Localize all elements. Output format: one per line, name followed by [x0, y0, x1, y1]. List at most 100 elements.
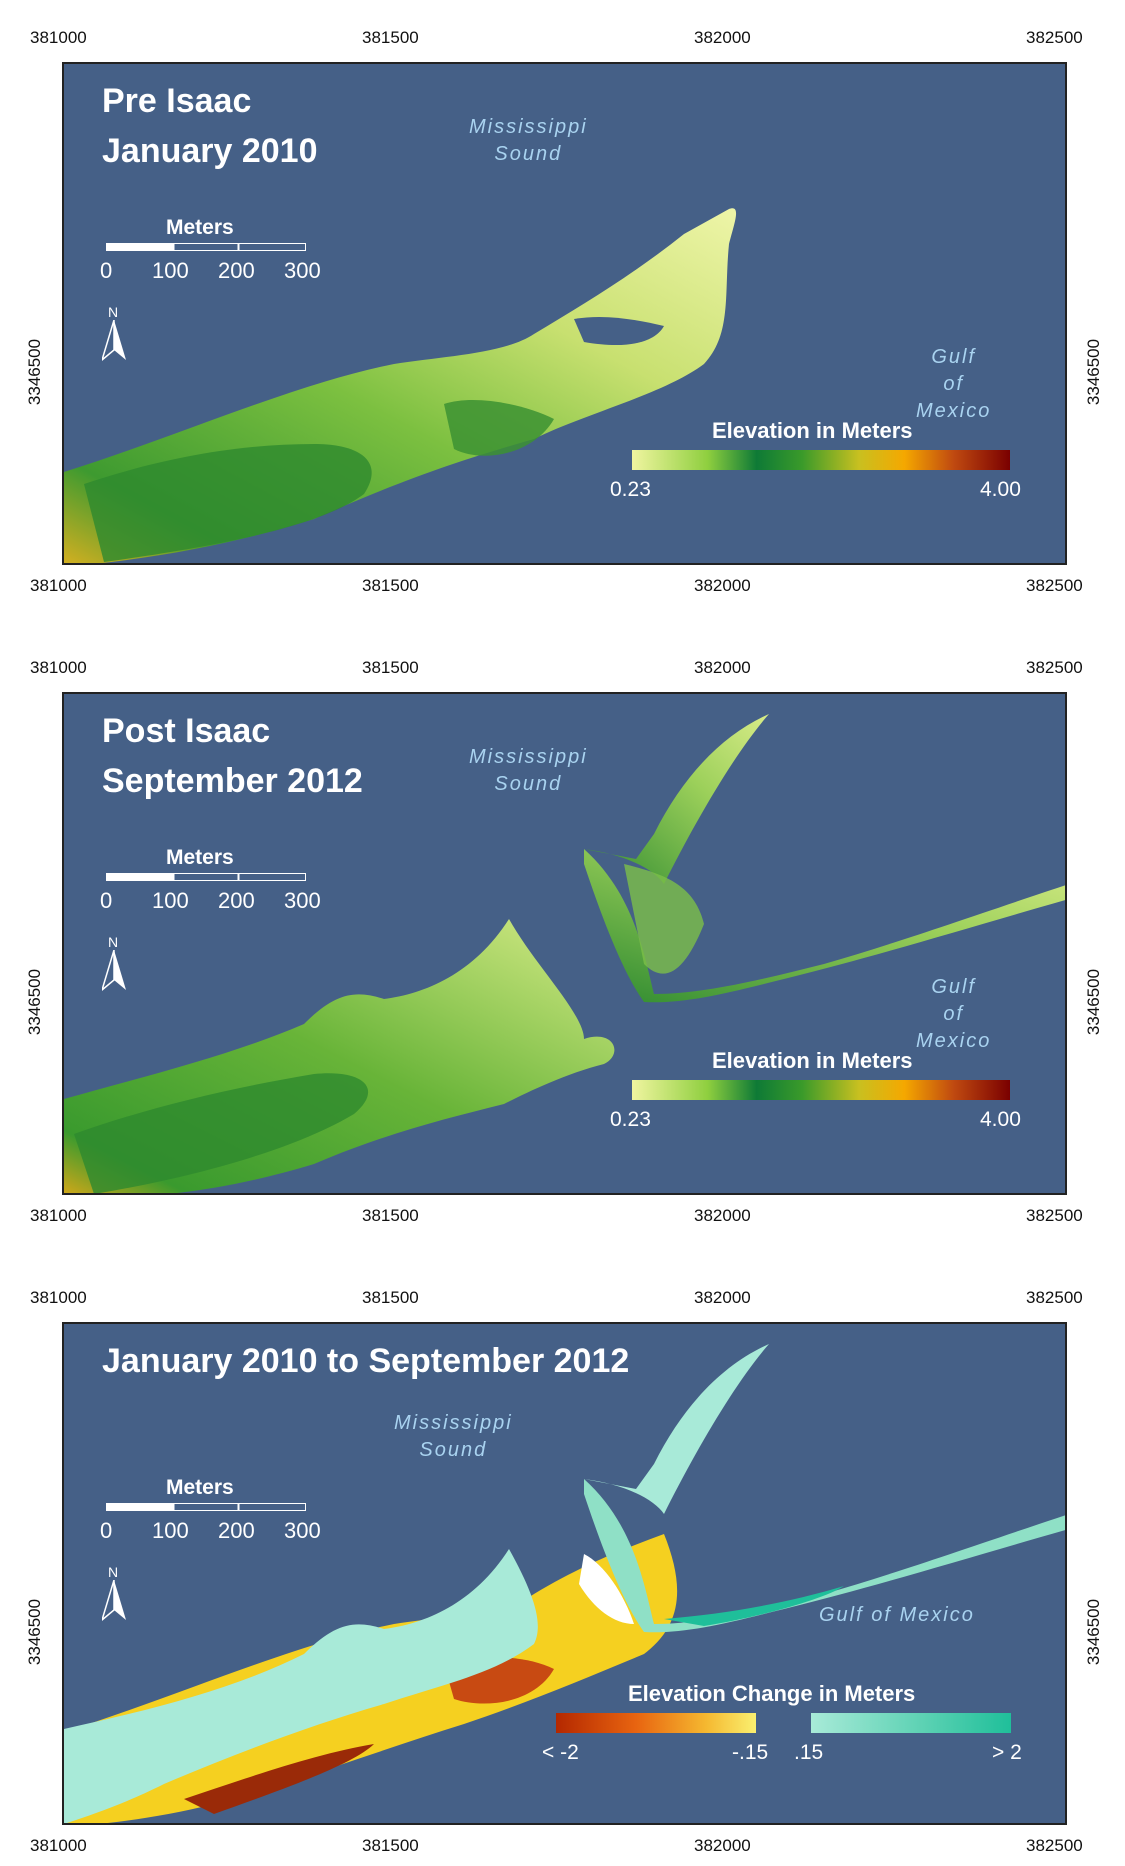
map-frame: Pre Isaac January 2010 Mississippi Sound… [62, 62, 1067, 565]
legend-pos-max-label: > 2 [992, 1741, 1022, 1764]
title-line-1: January 2010 to September 2012 [102, 1342, 630, 1380]
x-tick-top: 381000 [30, 1288, 87, 1307]
x-tick-bottom: 382000 [694, 1206, 751, 1225]
sound-label-line: Sound [419, 1439, 488, 1461]
panel-title: January 2010 to September 2012 [102, 1336, 629, 1386]
x-tick-bottom: 382000 [694, 576, 751, 595]
mississippi-sound-label: Mississippi Sound [394, 1410, 513, 1464]
x-tick-bottom: 381500 [362, 1836, 419, 1855]
x-tick-top: 381500 [362, 28, 419, 47]
sound-label-line: Sound [494, 773, 563, 795]
legend-negative-ramp [556, 1713, 756, 1733]
scale-bar-graphic [106, 873, 306, 881]
sound-label-line: Mississippi [469, 746, 588, 768]
scale-label: 200 [218, 888, 255, 913]
panel-title: Pre Isaac January 2010 [102, 76, 318, 176]
gulf-of-mexico-label: Gulf of Mexico [916, 344, 991, 425]
title-line-1: Pre Isaac [102, 82, 252, 120]
x-tick-bottom: 381500 [362, 1206, 419, 1225]
legend-positive-ramp [811, 1713, 1011, 1733]
gulf-of-mexico-label: Gulf of Mexico [819, 1602, 975, 1629]
gulf-label-line: Gulf of Mexico [819, 1604, 975, 1626]
gulf-label-line: Gulf [931, 346, 977, 368]
x-tick-top: 382500 [1026, 658, 1083, 677]
title-line-1: Post Isaac [102, 712, 271, 750]
x-tick-bottom: 382000 [694, 1836, 751, 1855]
legend-max-label: 4.00 [980, 1108, 1021, 1131]
north-arrow-icon: N [102, 1564, 132, 1624]
north-label: N [108, 304, 119, 320]
scale-bar-graphic [106, 243, 306, 251]
legend-min-label: 0.23 [610, 478, 651, 501]
legend-min-label: 0.23 [610, 1108, 651, 1131]
scale-label: 100 [152, 258, 189, 283]
legend-max-label: 4.00 [980, 478, 1021, 501]
scale-label: 0 [100, 1518, 113, 1543]
island-elevation-raster [64, 208, 737, 563]
x-tick-bottom: 381000 [30, 576, 87, 595]
gulf-label-line: Mexico [916, 1030, 992, 1052]
scale-label: 100 [152, 888, 189, 913]
map-frame: Post Isaac September 2012 Mississippi So… [62, 692, 1067, 1195]
x-tick-top: 382000 [694, 28, 751, 47]
x-tick-top: 381500 [362, 658, 419, 677]
mississippi-sound-label: Mississippi Sound [469, 744, 588, 798]
mississippi-sound-label: Mississippi Sound [469, 114, 588, 168]
sound-label-line: Sound [494, 143, 563, 165]
north-arrow-icon: N [102, 304, 132, 364]
x-tick-top: 382500 [1026, 28, 1083, 47]
scale-bar-title: Meters [166, 846, 234, 869]
x-tick-top: 381000 [30, 658, 87, 677]
map-frame: January 2010 to September 2012 Mississip… [62, 1322, 1067, 1825]
y-tick-left: 3346500 [25, 1598, 45, 1666]
x-tick-top: 382000 [694, 658, 751, 677]
y-tick-right: 3346500 [1084, 1598, 1104, 1666]
legend-neg-max-label: -.15 [732, 1741, 769, 1764]
x-tick-top: 381500 [362, 1288, 419, 1307]
gulf-label-line: of [943, 373, 965, 395]
gulf-label-line: Mexico [916, 400, 992, 422]
x-tick-bottom: 381500 [362, 576, 419, 595]
title-line-2: January 2010 [102, 132, 318, 170]
north-arrow-icon: N [102, 934, 132, 994]
scale-label: 100 [152, 1518, 189, 1543]
scale-bar-title: Meters [166, 216, 234, 239]
sound-label-line: Mississippi [469, 116, 588, 138]
x-tick-bottom: 381000 [30, 1836, 87, 1855]
north-label: N [108, 1564, 119, 1580]
x-tick-top: 382500 [1026, 1288, 1083, 1307]
x-tick-top: 382000 [694, 1288, 751, 1307]
y-tick-right: 3346500 [1084, 968, 1104, 1036]
scale-label: 200 [218, 1518, 255, 1543]
gulf-of-mexico-label: Gulf of Mexico [916, 974, 991, 1055]
north-label: N [108, 934, 119, 950]
panel-title: Post Isaac September 2012 [102, 706, 363, 806]
island-elevation-raster [64, 714, 1065, 1193]
x-tick-bottom: 381000 [30, 1206, 87, 1225]
x-tick-bottom: 382500 [1026, 1206, 1083, 1225]
scale-label: 0 [100, 888, 113, 913]
gulf-label-line: of [943, 1003, 965, 1025]
scale-label: 200 [218, 258, 255, 283]
scale-label: 0 [100, 258, 113, 283]
legend-title: Elevation Change in Meters [628, 1681, 916, 1706]
legend-color-ramp [632, 1080, 1010, 1100]
map-panel-elevation-change: 381000 381500 382000 382500 January 2010… [0, 1260, 1125, 1866]
gulf-label-line: Gulf [931, 976, 977, 998]
scale-label: 300 [284, 258, 321, 283]
x-tick-bottom: 382500 [1026, 576, 1083, 595]
map-panel-pre-isaac: 381000 381500 382000 382500 Pre Isaac Ja… [0, 0, 1125, 600]
map-panel-post-isaac: 381000 381500 382000 382500 [0, 630, 1125, 1230]
legend-pos-min-label: .15 [794, 1741, 824, 1764]
legend-title: Elevation in Meters [712, 418, 913, 443]
x-tick-bottom: 382500 [1026, 1836, 1083, 1855]
legend-neg-min-label: < -2 [542, 1741, 579, 1764]
scale-bar-graphic [106, 1503, 306, 1511]
scale-bar-title: Meters [166, 1476, 234, 1499]
y-tick-right: 3346500 [1084, 338, 1104, 406]
scale-label: 300 [284, 888, 321, 913]
legend-color-ramp [632, 450, 1010, 470]
x-tick-top: 381000 [30, 28, 87, 47]
y-tick-left: 3346500 [25, 338, 45, 406]
elevation-change-raster [64, 1344, 1065, 1823]
